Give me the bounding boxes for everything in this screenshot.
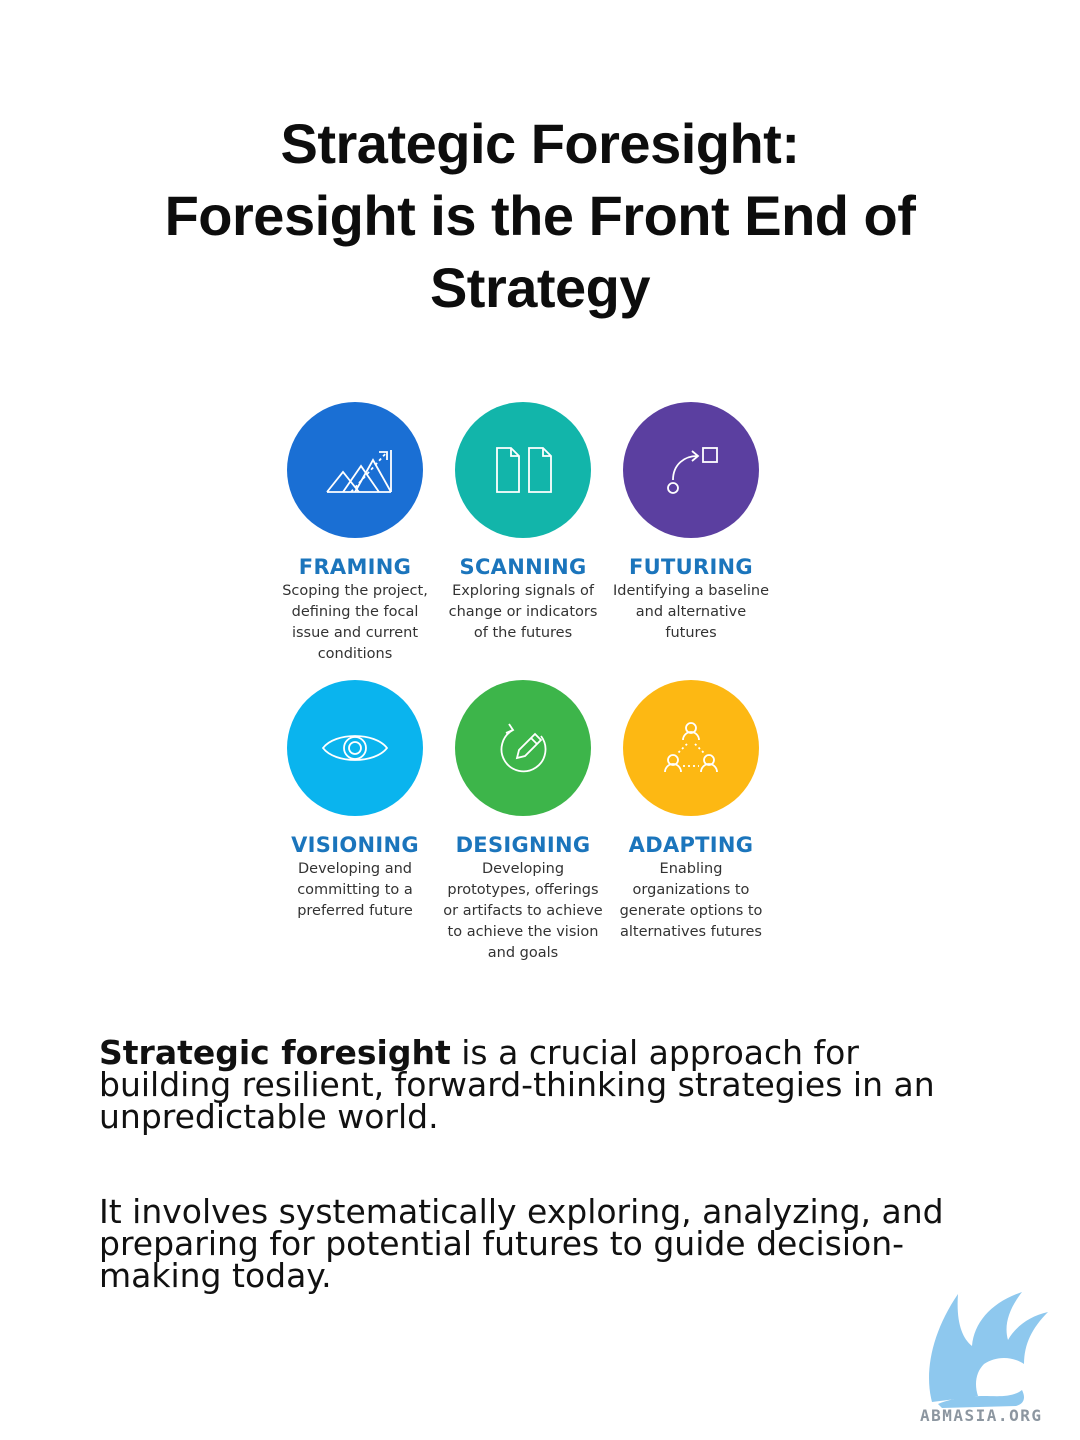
logo-text: ABMASIA.ORG xyxy=(920,1406,1080,1425)
stage-description: Enabling organizations to generate optio… xyxy=(606,859,776,943)
stage-description: Developing and committing to a preferred… xyxy=(270,859,440,922)
detail-paragraph: It involves systematically exploring, an… xyxy=(99,1196,979,1292)
intro-paragraph: Strategic foresight is a crucial approac… xyxy=(99,1037,979,1133)
stage-title: FUTURING xyxy=(606,555,776,579)
title-line-2: Foresight is the Front End of xyxy=(0,180,1080,252)
stage-card-adapting: ADAPTING Enabling organizations to gener… xyxy=(606,680,776,943)
stage-card-scanning: SCANNING Exploring signals of change or … xyxy=(438,402,608,644)
stage-description: Scoping the project, defining the focal … xyxy=(270,581,440,665)
stage-card-designing: DESIGNING Developing prototypes, offerin… xyxy=(438,680,608,964)
title-line-3: Strategy xyxy=(0,252,1080,324)
network-people-icon xyxy=(623,680,759,816)
title-line-1: Strategic Foresight: xyxy=(0,108,1080,180)
documents-icon xyxy=(455,402,591,538)
stage-title: FRAMING xyxy=(270,555,440,579)
eye-icon xyxy=(287,680,423,816)
stage-title: ADAPTING xyxy=(606,833,776,857)
stage-card-visioning: VISIONING Developing and committing to a… xyxy=(270,680,440,922)
pencil-cycle-icon xyxy=(455,680,591,816)
stage-card-framing: FRAMING Scoping the project, defining th… xyxy=(270,402,440,665)
page-title: Strategic Foresight: Foresight is the Fr… xyxy=(0,108,1080,324)
stage-card-futuring: FUTURING Identifying a baseline and alte… xyxy=(606,402,776,644)
stage-description: Identifying a baseline and alternative f… xyxy=(606,581,776,644)
stage-description: Exploring signals of change or indicator… xyxy=(438,581,608,644)
path-arrow-icon xyxy=(623,402,759,538)
stage-title: DESIGNING xyxy=(438,833,608,857)
stage-title: VISIONING xyxy=(270,833,440,857)
foresight-stages-grid: FRAMING Scoping the project, defining th… xyxy=(265,400,785,980)
stage-description: Developing prototypes, offerings or arti… xyxy=(438,859,608,964)
mountain-chart-icon xyxy=(287,402,423,538)
stage-title: SCANNING xyxy=(438,555,608,579)
